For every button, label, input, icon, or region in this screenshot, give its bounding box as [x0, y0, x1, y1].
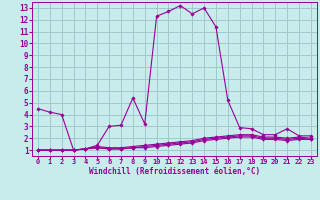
X-axis label: Windchill (Refroidissement éolien,°C): Windchill (Refroidissement éolien,°C)	[89, 167, 260, 176]
